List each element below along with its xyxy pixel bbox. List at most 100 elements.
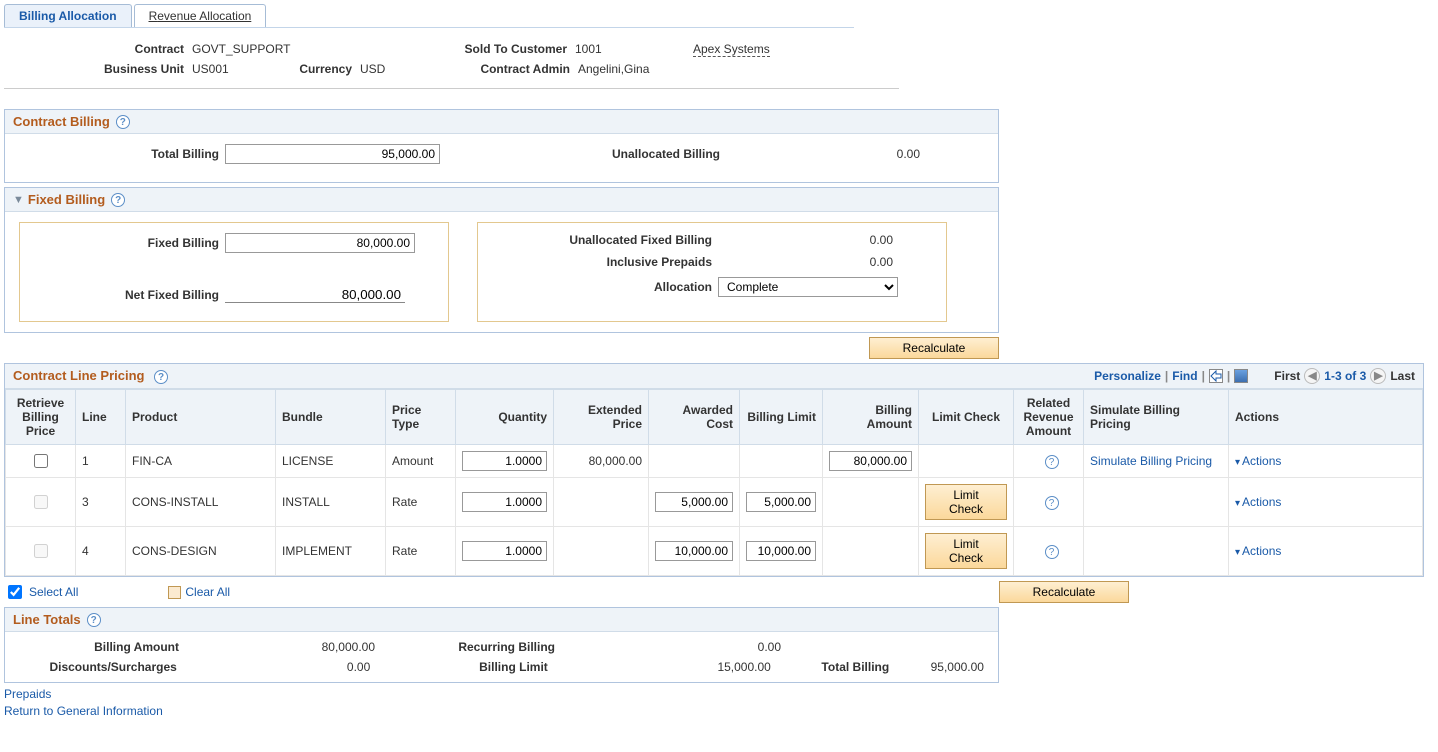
col-actions[interactable]: Actions (1229, 390, 1423, 445)
awarded-input[interactable] (655, 541, 733, 561)
retrieve-checkbox[interactable] (34, 495, 48, 509)
last-label[interactable]: Last (1390, 369, 1415, 383)
lt-recurring-value: 0.00 (561, 640, 781, 654)
tab-billing-allocation[interactable]: Billing Allocation (4, 4, 132, 27)
unallocated-billing-value: 0.00 (720, 147, 920, 161)
help-icon[interactable]: ? (116, 115, 130, 129)
col-amount[interactable]: Billing Amount (823, 390, 919, 445)
cell-pricetype: Amount (386, 445, 456, 478)
next-icon[interactable]: ▶ (1370, 368, 1386, 384)
retrieve-checkbox[interactable] (34, 544, 48, 558)
lt-total-label: Total Billing (771, 660, 889, 674)
col-pricetype[interactable]: Price Type (386, 390, 456, 445)
help-icon[interactable]: ? (87, 613, 101, 627)
contract-billing-title: Contract Billing (13, 114, 110, 129)
select-all-checkbox[interactable] (8, 585, 22, 599)
help-icon[interactable]: ? (154, 370, 168, 384)
contract-label: Contract (24, 42, 184, 56)
allocation-select[interactable]: Complete (718, 277, 898, 297)
clear-all-link[interactable]: Clear All (168, 585, 230, 599)
billing-limit-input[interactable] (746, 541, 816, 561)
pricing-title: Contract Line Pricing (13, 368, 144, 383)
return-link[interactable]: Return to General Information (4, 704, 1434, 718)
bu-value: US001 (192, 62, 282, 76)
sold-to-value: 1001 (575, 42, 685, 56)
retrieve-checkbox[interactable] (34, 454, 48, 468)
cell-extended (554, 527, 649, 576)
recalculate-button[interactable]: Recalculate (869, 337, 999, 359)
cell-line: 4 (76, 527, 126, 576)
lt-amount-value: 80,000.00 (185, 640, 375, 654)
collapse-icon[interactable]: ▼ (13, 194, 24, 206)
quantity-input[interactable] (462, 492, 547, 512)
col-line[interactable]: Line (76, 390, 126, 445)
download-icon[interactable] (1234, 369, 1248, 383)
table-row: 4CONS-DESIGNIMPLEMENTRateLimit Check?Act… (6, 527, 1423, 576)
recalculate-button-2[interactable]: Recalculate (999, 581, 1129, 603)
select-all-link[interactable]: Select All (4, 582, 78, 602)
range-label: 1-3 of 3 (1324, 369, 1366, 383)
total-billing-input[interactable] (225, 144, 440, 164)
personalize-link[interactable]: Personalize (1094, 369, 1161, 383)
prev-icon[interactable]: ◀ (1304, 368, 1320, 384)
cell-bundle: INSTALL (276, 478, 386, 527)
simulate-link[interactable]: Simulate Billing Pricing (1090, 454, 1212, 468)
incl-prepaids-value: 0.00 (718, 255, 893, 269)
col-quantity[interactable]: Quantity (456, 390, 554, 445)
cell-extended: 80,000.00 (554, 445, 649, 478)
quantity-input[interactable] (462, 451, 547, 471)
lt-discounts-label: Discounts/Surcharges (19, 660, 177, 674)
admin-label: Contract Admin (430, 62, 570, 76)
first-label[interactable]: First (1274, 369, 1300, 383)
col-retrieve[interactable]: Retrieve Billing Price (6, 390, 76, 445)
line-totals-section: Line Totals ? Billing Amount 80,000.00 R… (4, 607, 999, 683)
allocation-label: Allocation (492, 280, 712, 294)
related-revenue-icon[interactable]: ? (1045, 545, 1059, 559)
admin-value: Angelini,Gina (578, 62, 649, 76)
cell-bundle: IMPLEMENT (276, 527, 386, 576)
col-extended[interactable]: Extended Price (554, 390, 649, 445)
col-limit[interactable]: Billing Limit (740, 390, 823, 445)
cell-line: 1 (76, 445, 126, 478)
help-icon[interactable]: ? (111, 193, 125, 207)
actions-link[interactable]: Actions (1235, 544, 1281, 558)
cell-bundle: LICENSE (276, 445, 386, 478)
awarded-input[interactable] (655, 492, 733, 512)
related-revenue-icon[interactable]: ? (1045, 496, 1059, 510)
actions-link[interactable]: Actions (1235, 454, 1281, 468)
zoom-icon[interactable] (1209, 369, 1223, 383)
billing-amount-input[interactable] (829, 451, 912, 471)
limit-check-button[interactable]: Limit Check (925, 484, 1007, 520)
limit-check-button[interactable]: Limit Check (925, 533, 1007, 569)
cell-extended (554, 478, 649, 527)
tab-revenue-allocation[interactable]: Revenue Allocation (134, 4, 267, 27)
col-simulate[interactable]: Simulate Billing Pricing (1084, 390, 1229, 445)
cell-pricetype: Rate (386, 527, 456, 576)
contract-header: Contract GOVT_SUPPORT Sold To Customer 1… (4, 36, 899, 89)
prepaids-link[interactable]: Prepaids (4, 687, 1434, 701)
clear-all-icon (168, 586, 181, 599)
currency-value: USD (360, 62, 430, 76)
col-bundle[interactable]: Bundle (276, 390, 386, 445)
billing-limit-input[interactable] (746, 492, 816, 512)
table-row: 3CONS-INSTALLINSTALLRateLimit Check?Acti… (6, 478, 1423, 527)
lt-total-value: 95,000.00 (895, 660, 984, 674)
actions-link[interactable]: Actions (1235, 495, 1281, 509)
col-awarded[interactable]: Awarded Cost (649, 390, 740, 445)
unallocated-billing-label: Unallocated Billing (460, 147, 720, 161)
contract-line-pricing-section: Contract Line Pricing ? Personalize | Fi… (4, 363, 1424, 577)
line-totals-title: Line Totals (13, 612, 81, 627)
fixed-billing-input[interactable] (225, 233, 415, 253)
total-billing-label: Total Billing (19, 147, 219, 161)
quantity-input[interactable] (462, 541, 547, 561)
col-related[interactable]: Related Revenue Amount (1014, 390, 1084, 445)
sold-to-link[interactable]: Apex Systems (693, 42, 770, 57)
unalloc-fixed-label: Unallocated Fixed Billing (492, 233, 712, 247)
lt-limit-label: Billing Limit (370, 660, 548, 674)
table-row: 1FIN-CALICENSEAmount80,000.00?Simulate B… (6, 445, 1423, 478)
pricing-grid: Retrieve Billing Price Line Product Bund… (5, 389, 1423, 576)
col-product[interactable]: Product (126, 390, 276, 445)
find-link[interactable]: Find (1172, 369, 1197, 383)
related-revenue-icon[interactable]: ? (1045, 455, 1059, 469)
col-limitcheck[interactable]: Limit Check (919, 390, 1014, 445)
